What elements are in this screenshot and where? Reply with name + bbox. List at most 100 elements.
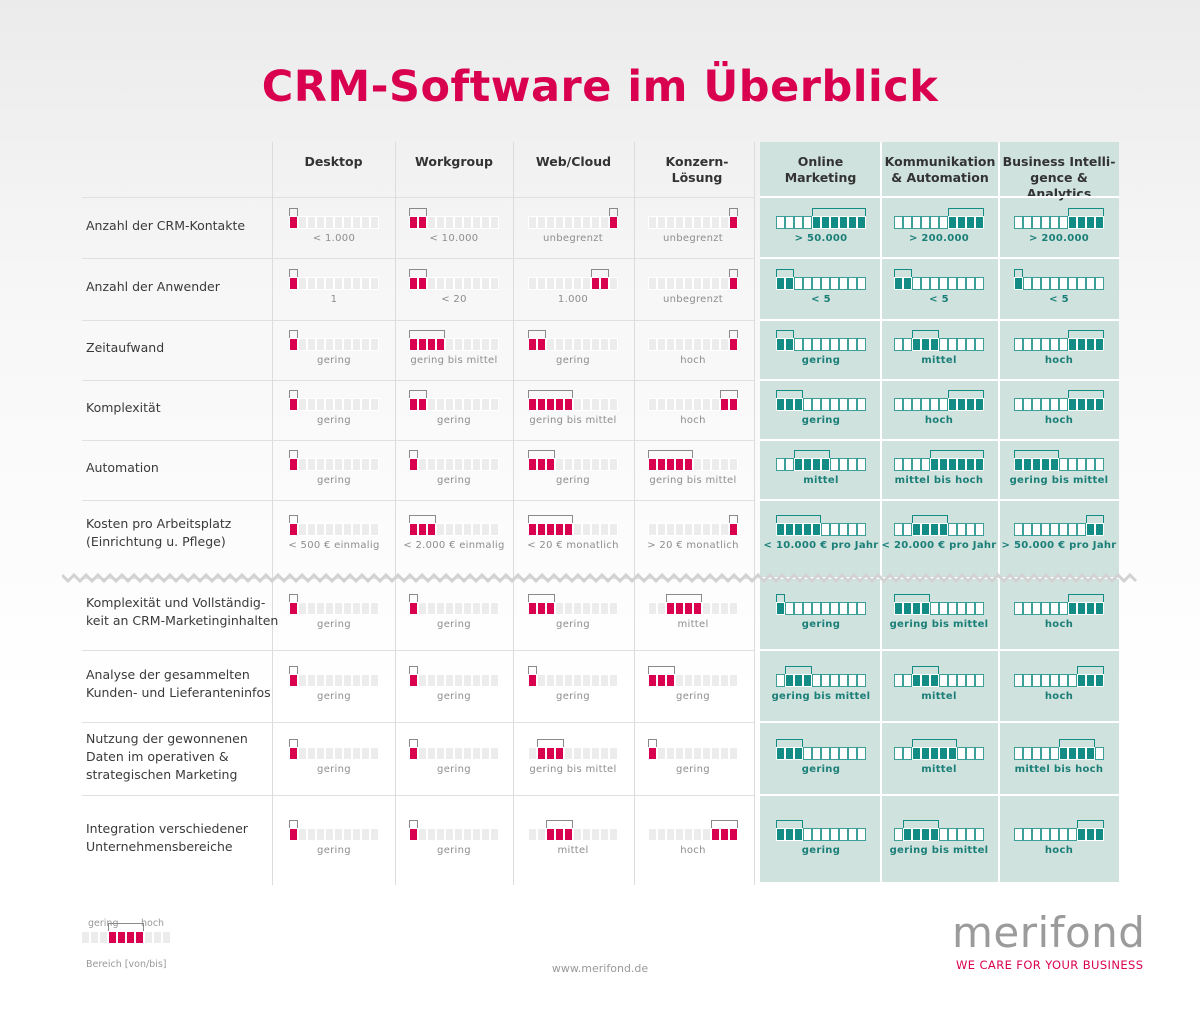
bar-segment-empty <box>720 674 729 687</box>
bar-segment-empty <box>966 523 975 536</box>
bar-segment-empty <box>361 277 370 290</box>
bar-segment-empty <box>812 828 821 841</box>
bar-segment-filled <box>729 215 738 229</box>
bar-segment-empty <box>361 338 370 351</box>
bar-segment-empty <box>334 523 343 536</box>
bar-segment-empty <box>684 674 693 687</box>
bar-segment-filled <box>948 398 957 411</box>
bar-segment-filled <box>939 458 948 471</box>
row-label-line: keit an CRM-Marketinginhalten <box>86 613 279 628</box>
range-caption: hoch <box>924 415 954 426</box>
bar-segment-filled <box>657 674 666 687</box>
bar-segment-empty <box>472 602 481 615</box>
bar-segment-empty <box>564 215 573 229</box>
bar-segment-empty <box>1095 746 1104 760</box>
bar-segment-empty <box>307 277 316 290</box>
bar-segment-empty <box>1023 277 1032 290</box>
bar-segment-empty <box>490 746 499 760</box>
bar-segment-empty <box>361 215 370 229</box>
bar-segment-filled <box>912 746 921 760</box>
row-divider <box>82 258 754 259</box>
bar-segment-filled <box>903 602 912 615</box>
range-bar-r7-c2 <box>409 594 499 615</box>
bar-segment-empty <box>370 523 379 536</box>
bar-segment-filled <box>939 523 948 536</box>
range-caption: gering <box>556 475 590 486</box>
bar-segment-empty <box>684 215 693 229</box>
range-bracket <box>528 390 573 398</box>
bar-segment-filled <box>409 277 418 290</box>
bar-segment-empty <box>693 674 702 687</box>
bar-segment-empty <box>528 215 537 229</box>
bar-segment-empty <box>948 674 957 687</box>
bar-segment-empty <box>1023 215 1032 229</box>
bar-segment-filled <box>418 215 427 229</box>
bar-segment-empty <box>361 523 370 536</box>
bar-segment-empty <box>702 828 711 841</box>
footer-url[interactable]: www.merifond.de <box>551 962 649 975</box>
bar-segment-empty <box>675 398 684 411</box>
bar-segment-empty <box>316 746 325 760</box>
bar-segment-empty <box>352 277 361 290</box>
bar-segment-empty <box>1059 338 1068 351</box>
row-divider <box>82 320 754 321</box>
range-caption: hoch <box>1044 845 1074 856</box>
range-caption: gering <box>556 355 590 366</box>
bar-segment-filled <box>948 215 957 229</box>
bar-segment-empty <box>573 277 582 290</box>
range-caption: < 10.000 <box>429 232 479 244</box>
bar-segment-filled <box>729 277 738 290</box>
bar-segment-empty <box>1032 215 1041 229</box>
bar-segment-filled <box>1077 674 1086 687</box>
bar-segment-empty <box>903 398 912 411</box>
bar-segment-empty <box>298 338 307 351</box>
range-bar-r10-c2 <box>409 820 499 841</box>
bar-segment-filled <box>409 398 418 411</box>
row-label-3: Zeitaufwand <box>86 339 164 357</box>
bar-segment-empty <box>857 458 866 471</box>
bar-segment-empty <box>675 277 684 290</box>
bar-segment-empty <box>600 828 609 841</box>
bar-segment-empty <box>153 931 162 944</box>
bar-segment-empty <box>729 458 738 471</box>
bar-segment-empty <box>666 746 675 760</box>
range-bar-r10-c5 <box>776 820 866 841</box>
bar-segment-empty <box>427 674 436 687</box>
range-bracket <box>1068 330 1104 338</box>
bar-segment-empty <box>454 602 463 615</box>
bar-segment-filled <box>1068 746 1077 760</box>
bar-segment-empty <box>821 277 830 290</box>
row-label-line: Zeitaufwand <box>86 340 165 355</box>
range-bracket <box>289 594 298 602</box>
bar-segment-empty <box>490 338 499 351</box>
bar-segment-filled <box>409 674 418 687</box>
range-bar-r8-c2 <box>409 666 499 687</box>
bar-segment-filled <box>537 602 546 615</box>
bar-segment-filled <box>427 523 436 536</box>
bar-segment-empty <box>839 398 848 411</box>
bar-segment-empty <box>912 458 921 471</box>
bar-segment-empty <box>454 523 463 536</box>
range-bar-r8-c6 <box>894 666 984 687</box>
bar-segment-empty <box>803 828 812 841</box>
bar-segment-empty <box>307 215 316 229</box>
bar-segment-empty <box>370 277 379 290</box>
bar-segment-filled <box>720 398 729 411</box>
bar-segment-empty <box>325 215 334 229</box>
bar-segment-empty <box>857 674 866 687</box>
range-bar-r3-c6 <box>894 330 984 351</box>
bar-segment-empty <box>720 338 729 351</box>
bar-segment-filled <box>794 398 803 411</box>
bar-segment-empty <box>472 458 481 471</box>
bar-segment-empty <box>609 746 618 760</box>
bar-segment-empty <box>454 215 463 229</box>
bar-segment-empty <box>463 277 472 290</box>
bar-segment-empty <box>1050 215 1059 229</box>
bar-segment-empty <box>472 674 481 687</box>
bar-segment-empty <box>427 602 436 615</box>
bar-segment-empty <box>427 398 436 411</box>
bar-segment-empty <box>582 277 591 290</box>
range-bracket <box>289 820 298 828</box>
bar-segment-filled <box>409 746 418 760</box>
bar-segment-empty <box>903 674 912 687</box>
